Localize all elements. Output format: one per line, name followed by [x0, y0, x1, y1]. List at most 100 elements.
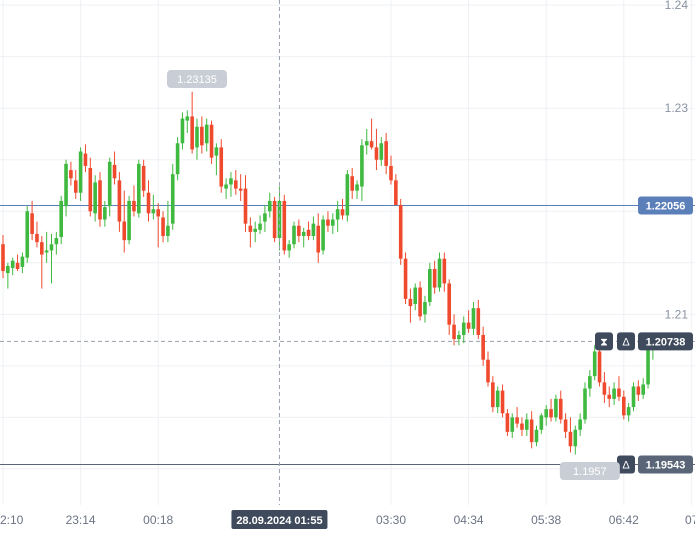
candle-body — [374, 147, 379, 160]
candle-body — [151, 209, 156, 214]
alert-bell-icon[interactable]: Δ — [617, 455, 635, 474]
candle-body — [258, 223, 262, 230]
candle-body — [602, 382, 607, 395]
candle-body — [93, 182, 97, 214]
candle-body — [238, 188, 243, 191]
candle-body — [306, 229, 311, 237]
candle-body — [195, 126, 199, 148]
y-tick-label: 1.24 — [665, 0, 689, 12]
candle-body — [360, 145, 364, 187]
price-annotation-text: 1.23135 — [177, 74, 217, 86]
grid — [0, 0, 695, 505]
candle-body — [588, 376, 592, 389]
price-line-badge-text: 1.19543 — [646, 459, 686, 471]
price-annotation-bg — [167, 70, 227, 88]
candle-body — [520, 423, 524, 430]
candle-body — [466, 322, 471, 329]
candle-body — [379, 143, 384, 160]
candle-body — [175, 143, 180, 175]
candle-body — [185, 116, 190, 121]
candle-body — [73, 180, 78, 193]
candle-body — [413, 287, 418, 305]
candle-body — [534, 429, 539, 443]
candle-body — [471, 308, 476, 329]
candle-body — [578, 419, 582, 430]
candle-body — [25, 211, 30, 258]
timer-icon[interactable]: ⧗ — [595, 332, 613, 351]
candle-body — [1, 244, 5, 272]
candle-body — [350, 176, 354, 191]
x-tick-label: 00:18 — [143, 513, 173, 527]
candle-body — [219, 147, 224, 187]
candle-body — [224, 184, 228, 189]
candles — [1, 91, 655, 455]
candle-body — [316, 225, 321, 253]
candle-body — [267, 200, 272, 212]
candle-body — [112, 164, 117, 179]
candle-body — [311, 223, 316, 237]
candle-body — [525, 419, 529, 430]
x-tick-label: 06:42 — [609, 513, 639, 527]
candle-body — [641, 384, 645, 395]
candle-body — [583, 388, 587, 420]
price-annotation-text: 1.1957 — [573, 466, 607, 478]
candle-body — [78, 151, 83, 193]
candle-body — [592, 351, 597, 377]
candle-body — [345, 174, 350, 216]
x-tick-label: 23:14 — [66, 513, 96, 527]
candle-body — [20, 256, 25, 267]
crosshair-date-bg — [231, 510, 328, 529]
candle-body — [423, 301, 427, 315]
candle-body — [69, 170, 73, 179]
crosshair-date-label: 28.09.2024 01:55 — [231, 510, 328, 529]
candle-body — [495, 390, 500, 408]
candle-body — [122, 221, 127, 241]
candle-body — [156, 209, 160, 217]
candle-body — [539, 415, 544, 430]
candle-body — [321, 219, 325, 251]
candle-body — [44, 250, 49, 253]
candle-body — [229, 178, 233, 185]
candle-body — [476, 308, 481, 335]
candle-body — [568, 431, 573, 447]
candle-body — [355, 184, 359, 191]
alert-bell-icon[interactable]: Δ — [617, 332, 635, 351]
candle-body — [636, 386, 641, 395]
price-line-badge-bg — [638, 455, 693, 474]
x-tick-label: 2:10 — [0, 513, 24, 527]
candle-body — [331, 219, 335, 226]
candle-body — [88, 167, 93, 212]
candle-body — [292, 225, 296, 245]
candle-body — [263, 213, 267, 222]
candle-body — [170, 174, 175, 224]
y-tick-label: 1.23 — [665, 101, 689, 115]
candle-body — [389, 165, 393, 181]
current-price-badge-bg — [638, 332, 693, 351]
timer-icon-glyph: ⧗ — [600, 336, 608, 348]
crosshair-date-text: 28.09.2024 01:55 — [236, 515, 322, 527]
candle-body — [54, 238, 59, 245]
candle-body — [243, 188, 248, 224]
candle-body — [326, 219, 330, 226]
candle-body — [117, 180, 122, 222]
alert-bell-icon-bg — [617, 332, 635, 351]
candle-body — [398, 205, 403, 259]
candle-body — [200, 126, 204, 146]
candle-body — [369, 141, 374, 148]
candle-body — [107, 161, 112, 207]
alert-bell-icon-glyph: Δ — [622, 459, 630, 471]
price-line-badge: 1.22056 — [638, 196, 693, 215]
candle-body — [214, 147, 219, 156]
candle-body — [59, 200, 63, 238]
candle-body — [209, 124, 214, 158]
candle-body — [452, 324, 456, 340]
candle-body — [6, 265, 10, 274]
x-tick-label: 04:34 — [454, 513, 484, 527]
candle-body — [607, 394, 612, 399]
alert-bell-icon-glyph: Δ — [622, 336, 630, 348]
candle-body — [461, 322, 466, 335]
x-tick-label: 03:30 — [376, 513, 406, 527]
price-annotation: 1.23135 — [167, 70, 227, 88]
